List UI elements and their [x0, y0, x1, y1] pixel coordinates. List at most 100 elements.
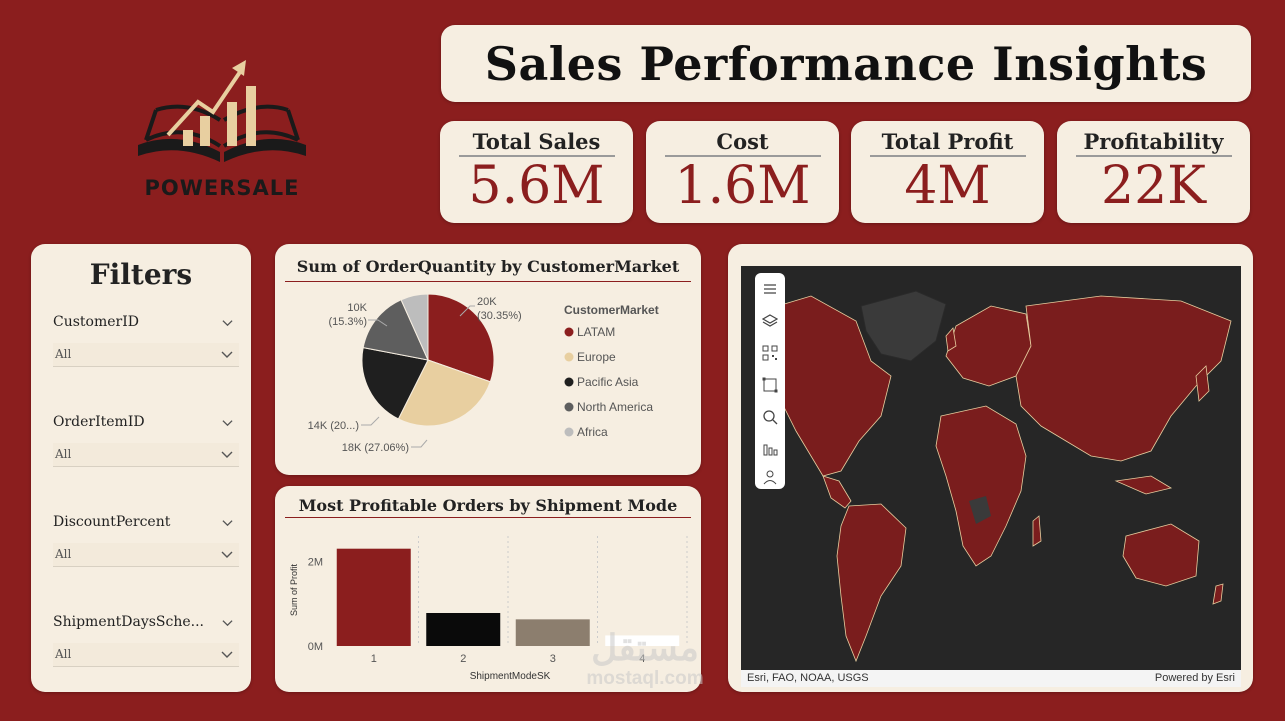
menu-icon[interactable]	[762, 281, 778, 297]
bar-2[interactable]	[426, 613, 501, 646]
world-map[interactable]: Esri, FAO, NOAA, USGS Powered by Esri	[741, 266, 1241, 687]
chevron-down-icon[interactable]	[222, 617, 233, 628]
pie-chart-card: Sum of OrderQuantity by CustomerMarket 2…	[275, 244, 701, 475]
x-tick-label: 2	[460, 653, 466, 665]
kpi-card-profitability: Profitability 22K	[1057, 121, 1250, 223]
map-toolbar	[755, 273, 785, 489]
x-tick-label: 3	[550, 653, 556, 665]
map-attribution: Esri, FAO, NOAA, USGS Powered by Esri	[741, 670, 1241, 687]
pie-slice-pacific-asia[interactable]	[361, 347, 429, 420]
kpi-value: 4M	[904, 156, 991, 216]
kpi-card-cost: Cost 1.6M	[646, 121, 839, 223]
leader-line	[368, 319, 388, 327]
bar-chart: 1 2 3 4 0M 2M ShipmentModeSK Sum of Profit	[289, 536, 688, 682]
chevron-down-icon[interactable]	[222, 417, 233, 428]
filter-label: DiscountPercent	[53, 514, 171, 530]
filter-dropdown[interactable]: All	[53, 543, 239, 567]
attribution-right: Powered by Esri	[1154, 672, 1235, 684]
legend-item-europe[interactable]: Europe	[577, 350, 616, 364]
legend-marker	[564, 402, 574, 412]
brand-name: POWERSALE	[144, 176, 300, 200]
filter-value: All	[55, 347, 72, 361]
watermark: مستقل mostaql.com	[560, 628, 730, 708]
data-label-pacific-asia: 14K (20...)	[308, 420, 359, 432]
filter-dropdown[interactable]: All	[53, 343, 239, 367]
divider	[285, 281, 691, 282]
filter-dropdown[interactable]: All	[53, 643, 239, 667]
filter-value: All	[55, 547, 72, 561]
leader-line	[411, 439, 428, 448]
pie-slice-africa[interactable]	[400, 293, 429, 361]
pie-chart: 20K (30.35%) 10K (15.3%) 14K (20...) 18K (27.…	[308, 293, 659, 454]
qr-icon[interactable]	[762, 345, 778, 361]
data-label-latam: 20K	[477, 296, 497, 308]
leader-line	[361, 416, 380, 426]
kpi-value: 1.6M	[674, 156, 811, 216]
kpi-card-total-profit: Total Profit 4M	[851, 121, 1044, 223]
kpi-label: Total Profit	[869, 129, 1026, 157]
x-axis-label: ShipmentModeSK	[470, 671, 551, 682]
title-card: Sales Performance Insights	[441, 25, 1251, 102]
watermark-latin: mostaql.com	[586, 668, 704, 689]
legend-item-north-america[interactable]: North America	[577, 400, 653, 414]
filter-shipmentdays: ShipmentDaysSche... All	[53, 614, 239, 667]
pie-slice-latam[interactable]	[427, 293, 495, 383]
select-icon[interactable]	[762, 377, 778, 393]
map-card: Esri, FAO, NOAA, USGS Powered by Esri	[728, 244, 1253, 692]
filter-dropdown[interactable]: All	[53, 443, 239, 467]
chevron-down-icon	[221, 451, 233, 458]
chart-title: Most Profitable Orders by Shipment Mode	[298, 496, 678, 515]
legend-item-pacific-asia[interactable]: Pacific Asia	[577, 375, 639, 389]
watermark-arabic: مستقل	[591, 627, 699, 668]
y-axis-label: Sum of Profit	[289, 563, 299, 616]
attribution-left: Esri, FAO, NOAA, USGS	[747, 672, 869, 684]
powersale-logo	[138, 60, 306, 162]
bar-1[interactable]	[336, 548, 411, 646]
bar-4[interactable]	[605, 635, 680, 646]
chevron-down-icon	[221, 351, 233, 358]
filters-title: Filters	[89, 258, 193, 291]
kpi-label: Total Sales	[458, 129, 615, 157]
bar-chart-icon[interactable]	[762, 441, 778, 457]
kpi-value: 5.6M	[468, 156, 605, 216]
filter-label: OrderItemID	[53, 414, 145, 430]
chart-title: Sum of OrderQuantity by CustomerMarket	[296, 257, 680, 276]
search-icon[interactable]	[762, 409, 778, 425]
filter-value: All	[55, 447, 72, 461]
y-tick-label: 2M	[308, 556, 323, 568]
pie-slice-north-america[interactable]	[362, 299, 429, 361]
legend-marker	[564, 352, 574, 362]
y-tick-label: 0M	[308, 641, 323, 653]
x-tick-label: 1	[371, 653, 377, 665]
layers-icon[interactable]	[762, 313, 778, 329]
filter-label: ShipmentDaysSche...	[53, 614, 204, 630]
legend-marker	[564, 327, 574, 337]
chevron-down-icon[interactable]	[222, 317, 233, 328]
legend-title: CustomerMarket	[564, 303, 659, 317]
x-tick-label: 4	[639, 653, 645, 665]
pie-slice-europe[interactable]	[397, 359, 491, 427]
data-label-north-america: 10K	[347, 302, 367, 314]
filters-panel: Filters CustomerID All OrderItemID All D…	[31, 244, 251, 692]
chevron-down-icon	[221, 651, 233, 658]
kpi-card-total-sales: Total Sales 5.6M	[440, 121, 633, 223]
kpi-label: Cost	[664, 129, 821, 157]
legend-marker	[564, 377, 574, 387]
kpi-label: Profitability	[1075, 129, 1232, 157]
world-map-graphic	[741, 266, 1241, 687]
filter-value: All	[55, 647, 72, 661]
legend-marker	[564, 427, 574, 437]
bar-3[interactable]	[515, 619, 590, 646]
page-title: Sales Performance Insights	[484, 36, 1208, 91]
chevron-down-icon	[221, 551, 233, 558]
person-icon[interactable]	[762, 469, 778, 485]
legend-item-africa[interactable]: Africa	[577, 425, 608, 439]
legend-item-latam[interactable]: LATAM	[577, 325, 615, 339]
data-label-latam: (30.35%)	[477, 310, 522, 322]
filter-discountpercent: DiscountPercent All	[53, 514, 239, 567]
filter-orderitemid: OrderItemID All	[53, 414, 239, 467]
filter-customerid: CustomerID All	[53, 314, 239, 367]
data-label-europe: 18K (27.06%)	[342, 442, 409, 454]
bar-chart-card: Most Profitable Orders by Shipment Mode …	[275, 486, 701, 692]
chevron-down-icon[interactable]	[222, 517, 233, 528]
